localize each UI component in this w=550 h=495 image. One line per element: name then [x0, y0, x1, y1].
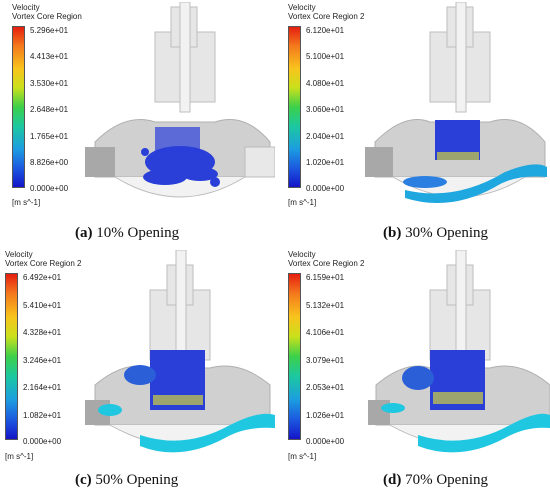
legend-tick: 2.053e+01: [306, 383, 345, 392]
legend-tick: 3.246e+01: [23, 356, 62, 365]
legend-tick: 5.100e+01: [306, 52, 345, 61]
legend-tick: 5.410e+01: [23, 301, 62, 310]
caption-letter: (b): [383, 225, 402, 241]
caption-d: (d) 70% Opening: [383, 472, 488, 489]
legend-unit: [m s^-1]: [288, 198, 317, 207]
legend-tick: 3.060e+01: [306, 105, 345, 114]
color-bar: [288, 273, 301, 440]
caption-text: 50% Opening: [91, 472, 179, 488]
legend-tick: 2.648e+01: [30, 105, 69, 114]
panel-b: Velocity Vortex Core Region 2 6.120e+01 …: [283, 0, 550, 248]
legend-tick: 0.000e+00: [306, 437, 345, 446]
legend-tick: 8.826e+00: [30, 158, 69, 167]
legend-title: Velocity: [288, 3, 316, 12]
panel-d: Velocity Vortex Core Region 2 6.159e+01 …: [283, 248, 550, 495]
legend-unit: [m s^-1]: [12, 198, 41, 207]
color-bar: [12, 26, 25, 188]
legend-subtitle: Vortex Core Region: [12, 12, 82, 21]
valve-render-a: [85, 2, 275, 198]
caption-b: (b) 30% Opening: [383, 225, 488, 242]
legend-tick: 1.082e+01: [23, 411, 62, 420]
legend-subtitle: Vortex Core Region 2: [5, 259, 82, 268]
legend-tick: 4.080e+01: [306, 79, 345, 88]
panel-c: Velocity Vortex Core Region 2 6.492e+01 …: [0, 248, 275, 495]
caption-letter: (a): [75, 225, 93, 241]
legend-tick: 3.079e+01: [306, 356, 345, 365]
color-bar: [5, 273, 18, 440]
legend-tick: 4.328e+01: [23, 328, 62, 337]
legend-tick: 4.106e+01: [306, 328, 345, 337]
legend-tick: 6.492e+01: [23, 273, 62, 282]
legend-tick: 1.026e+01: [306, 411, 345, 420]
legend-title: Velocity: [288, 250, 316, 259]
legend-tick: 0.000e+00: [23, 437, 62, 446]
legend-tick: 4.413e+01: [30, 52, 69, 61]
legend-tick: 5.296e+01: [30, 26, 69, 35]
legend-tick: 6.159e+01: [306, 273, 345, 282]
caption-text: 70% Opening: [401, 472, 488, 488]
caption-a: (a) 10% Opening: [75, 225, 179, 242]
legend-tick: 1.020e+01: [306, 158, 345, 167]
legend-subtitle: Vortex Core Region 2: [288, 12, 365, 21]
panel-a: Velocity Vortex Core Region 5.296e+01 4.…: [0, 0, 275, 248]
valve-render-c: [85, 250, 275, 453]
legend-tick: 0.000e+00: [30, 184, 69, 193]
legend-unit: [m s^-1]: [5, 452, 34, 461]
legend-title: Velocity: [5, 250, 33, 259]
color-bar: [288, 26, 301, 188]
legend-tick: 5.132e+01: [306, 301, 345, 310]
legend-tick: 2.164e+01: [23, 383, 62, 392]
caption-letter: (c): [75, 472, 92, 488]
legend-unit: [m s^-1]: [288, 452, 317, 461]
caption-c: (c) 50% Opening: [75, 472, 178, 489]
legend-tick: 1.765e+01: [30, 132, 69, 141]
legend-title: Velocity: [12, 3, 40, 12]
caption-text: 10% Opening: [92, 225, 180, 241]
legend-tick: 6.120e+01: [306, 26, 345, 35]
caption-letter: (d): [383, 472, 402, 488]
legend-subtitle: Vortex Core Region 2: [288, 259, 365, 268]
legend-tick: 0.000e+00: [306, 184, 345, 193]
valve-render-d: [368, 250, 550, 453]
legend-tick: 2.040e+01: [306, 132, 345, 141]
legend-tick: 3.530e+01: [30, 79, 69, 88]
caption-text: 30% Opening: [401, 225, 488, 241]
valve-render-b: [365, 2, 547, 204]
